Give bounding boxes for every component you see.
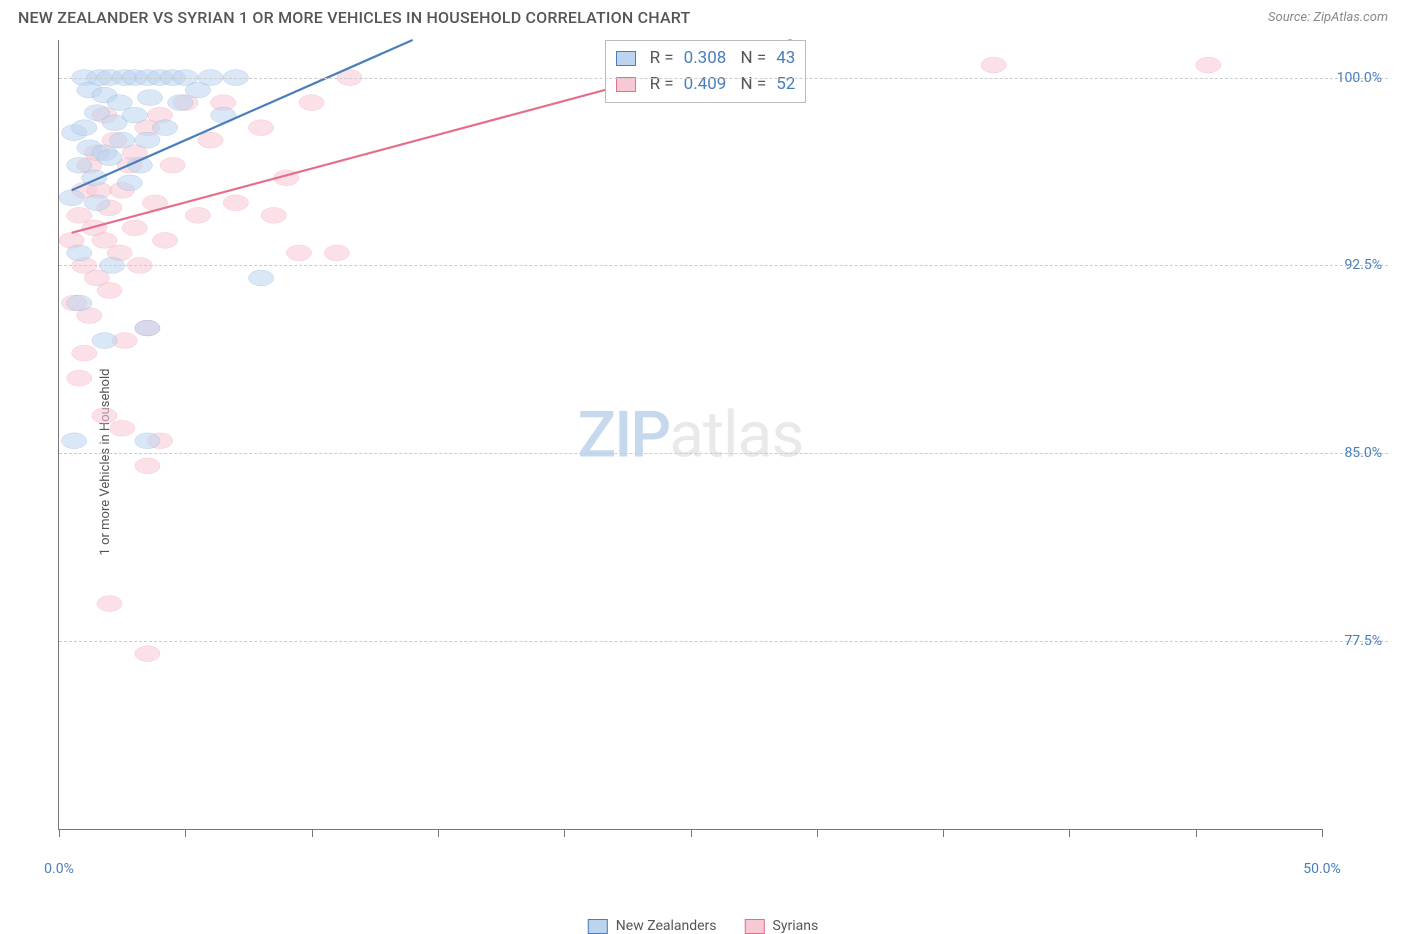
data-point [137, 90, 162, 106]
data-point [110, 420, 135, 436]
data-point [286, 245, 311, 261]
data-point [122, 107, 147, 123]
y-tick-label: 100.0% [1337, 70, 1382, 86]
data-point [67, 207, 92, 223]
chart-title: NEW ZEALANDER VS SYRIAN 1 OR MORE VEHICL… [18, 8, 690, 27]
data-point [97, 150, 122, 166]
data-point [97, 283, 122, 299]
data-point [92, 333, 117, 349]
x-tick [943, 829, 944, 837]
x-tick [691, 829, 692, 837]
data-point [299, 95, 324, 111]
data-point [59, 190, 84, 206]
stats-row-sy: R = 0.409 N = 52 [616, 71, 796, 97]
y-tick-label: 77.5% [1344, 633, 1382, 649]
data-point [248, 270, 273, 286]
data-point [67, 157, 92, 173]
chart-source: Source: ZipAtlas.com [1268, 10, 1388, 25]
x-tick [59, 829, 60, 837]
data-point [1196, 57, 1221, 73]
x-tick [312, 829, 313, 837]
data-point [981, 57, 1006, 73]
data-point [135, 646, 160, 662]
data-point [62, 433, 87, 449]
data-point [122, 220, 147, 236]
data-point [97, 596, 122, 612]
legend: New Zealanders Syrians [588, 918, 818, 934]
data-point [107, 95, 132, 111]
data-point [117, 175, 142, 191]
legend-item-sy: Syrians [745, 918, 819, 934]
y-tick-label: 92.5% [1344, 257, 1382, 273]
plot-svg [59, 40, 1322, 829]
data-point [110, 132, 135, 148]
data-point [185, 207, 210, 223]
stats-row-nz: R = 0.308 N = 43 [616, 45, 796, 71]
x-tick [817, 829, 818, 837]
x-tick [438, 829, 439, 837]
gridline [59, 453, 1388, 454]
data-point [152, 120, 177, 136]
data-point [261, 207, 286, 223]
data-point [223, 195, 248, 211]
data-point [84, 195, 109, 211]
data-point [168, 95, 193, 111]
data-point [135, 132, 160, 148]
data-point [135, 320, 160, 336]
x-tick [564, 829, 565, 837]
data-point [72, 120, 97, 136]
x-tick [1196, 829, 1197, 837]
x-tick-label: 50.0% [1303, 861, 1341, 877]
x-tick [185, 829, 186, 837]
data-point [67, 245, 92, 261]
gridline [59, 265, 1388, 266]
x-tick-label: 0.0% [44, 861, 74, 877]
data-point [248, 120, 273, 136]
data-point [92, 232, 117, 248]
swatch-nz [616, 51, 636, 66]
data-point [152, 232, 177, 248]
data-point [67, 295, 92, 311]
swatch-nz [588, 919, 608, 934]
legend-item-nz: New Zealanders [588, 918, 717, 934]
data-point [135, 458, 160, 474]
x-tick [1322, 829, 1323, 837]
swatch-sy [745, 919, 765, 934]
data-point [160, 157, 185, 173]
scatter-plot-area: ZIPatlas R = 0.308 N = 43 R = 0.409 N = … [58, 40, 1322, 830]
gridline [59, 78, 1388, 79]
data-point [198, 132, 223, 148]
gridline [59, 641, 1388, 642]
x-tick [1069, 829, 1070, 837]
data-point [67, 370, 92, 386]
data-point [72, 345, 97, 361]
y-tick-label: 85.0% [1344, 445, 1382, 461]
data-point [135, 433, 160, 449]
correlation-stats-box: R = 0.308 N = 43 R = 0.409 N = 52 [605, 40, 807, 103]
data-point [92, 408, 117, 424]
data-point [324, 245, 349, 261]
swatch-sy [616, 77, 636, 92]
